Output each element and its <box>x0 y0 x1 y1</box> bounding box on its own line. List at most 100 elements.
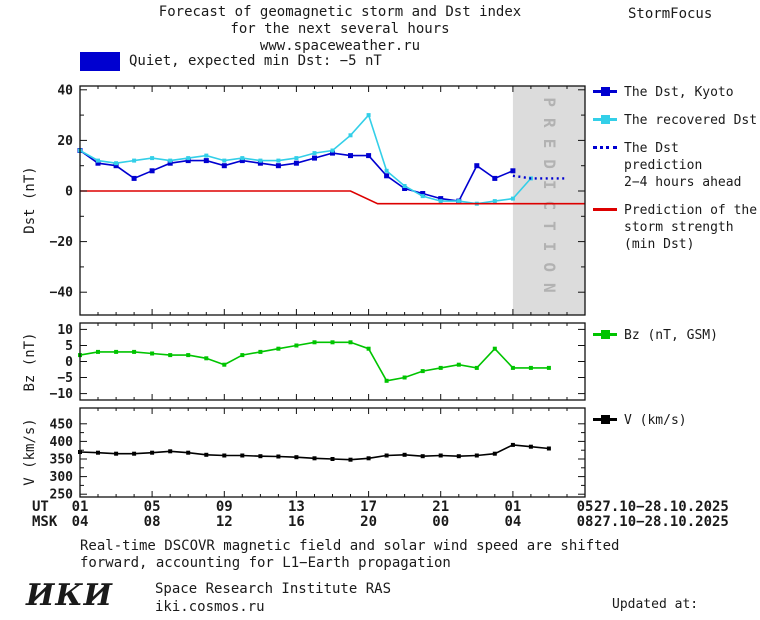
series-marker-v-km-s <box>456 454 461 459</box>
series-marker-the-recovered-dst <box>294 156 299 161</box>
legend-label: Prediction of the storm strength (min Dst) <box>624 203 758 252</box>
x-tick-label-msk: 20 <box>360 514 377 530</box>
series-marker-the-dst-kyoto <box>348 153 353 159</box>
y-tick-label: 5 <box>65 339 73 354</box>
legend-entry: Bz (nT, GSM) <box>593 327 759 344</box>
series-marker-the-recovered-dst <box>492 199 497 204</box>
x-tick-label-ut: 01 <box>504 499 521 515</box>
series-marker-v-km-s <box>384 453 389 458</box>
legend-marker-square-line <box>593 412 617 427</box>
x-tick-label-msk: 04 <box>72 514 89 530</box>
series-marker-the-recovered-dst <box>114 161 119 166</box>
series-marker-the-dst-kyoto <box>275 163 281 169</box>
series-marker-the-dst-kyoto <box>149 168 155 174</box>
y-tick-label: −20 <box>50 235 74 250</box>
series-marker-the-dst-kyoto <box>420 191 426 196</box>
series-marker-the-recovered-dst <box>96 158 100 163</box>
series-marker-the-recovered-dst <box>510 196 515 201</box>
y-tick-label: 400 <box>50 435 74 450</box>
series-marker-the-dst-kyoto <box>402 186 408 191</box>
series-marker-the-dst-kyoto <box>366 153 372 159</box>
series-marker-v-km-s <box>312 456 317 461</box>
series-marker-bz-nt-gsm <box>474 365 479 370</box>
y-tick-label: 250 <box>50 488 74 503</box>
series-marker-the-recovered-dst <box>186 156 191 161</box>
y-tick-label: 0 <box>65 355 73 370</box>
series-marker-v-km-s <box>168 449 173 454</box>
series-marker-the-recovered-dst <box>420 194 425 199</box>
series-marker-the-dst-kyoto <box>384 173 390 179</box>
series-marker-the-recovered-dst <box>276 158 281 163</box>
legend-entry: The recovered Dst <box>593 112 759 129</box>
series-marker-v-km-s <box>510 442 515 447</box>
series-marker-the-dst-kyoto <box>239 158 245 164</box>
legend-label: Bz (nT, GSM) <box>624 328 718 343</box>
updated-block: Updated at: UT 01:05, 28.10.2025 MSK 04:… <box>598 565 760 620</box>
series-marker-the-recovered-dst <box>366 113 371 118</box>
series-marker-v-km-s <box>420 454 425 459</box>
iki-logo: ИКИ <box>26 578 113 613</box>
series-marker-the-dst-kyoto <box>492 175 498 181</box>
series-marker-bz-nt-gsm <box>402 375 407 380</box>
series-marker-bz-nt-gsm <box>456 362 461 367</box>
series-marker-the-recovered-dst <box>240 156 245 161</box>
legend-marker-dotted <box>593 140 617 155</box>
panel-frame <box>79 85 586 316</box>
series-marker-v-km-s <box>294 455 299 460</box>
storm-status-indicator: Quiet, expected min Dst: −5 nT <box>80 51 382 71</box>
x-tick-label-ut: 13 <box>288 499 305 515</box>
series-marker-the-recovered-dst <box>222 158 227 163</box>
bz-legend: Bz (nT, GSM) <box>593 327 759 355</box>
footnote-line-2: forward, accounting for L1−Earth propaga… <box>80 555 451 571</box>
series-marker-bz-nt-gsm <box>240 353 245 358</box>
series-marker-the-dst-kyoto <box>510 168 516 174</box>
series-marker-bz-nt-gsm <box>168 353 173 358</box>
institute-name: Space Research Institute RAS <box>155 581 392 597</box>
series-marker-v-km-s <box>96 450 100 455</box>
series-marker-v-km-s <box>276 454 281 459</box>
panel-frame <box>79 322 586 401</box>
y-tick-label: −10 <box>50 387 74 402</box>
series-marker-bz-nt-gsm <box>294 343 299 348</box>
series-marker-the-recovered-dst <box>168 158 173 163</box>
series-marker-bz-nt-gsm <box>348 340 353 345</box>
y-tick-label: 300 <box>50 470 74 485</box>
series-marker-v-km-s <box>258 454 263 459</box>
series-marker-bz-nt-gsm <box>492 346 497 351</box>
series-marker-the-recovered-dst <box>150 156 155 161</box>
legend-entry: The Dst, Kyoto <box>593 84 759 101</box>
title-line-1: Forecast of geomagnetic storm and Dst in… <box>158 4 522 20</box>
series-marker-the-dst-kyoto <box>293 160 299 166</box>
y-tick-label: 450 <box>50 417 74 432</box>
ut-date-range: 27.10−28.10.2025 <box>594 499 729 515</box>
x-tick-label-msk: 00 <box>432 514 449 530</box>
series-marker-the-dst-kyoto <box>257 160 263 166</box>
series-marker-the-dst-kyoto <box>113 163 119 169</box>
legend-label: The recovered Dst <box>624 113 758 128</box>
series-marker-bz-nt-gsm <box>96 349 100 354</box>
series-marker-the-dst-kyoto <box>203 158 209 164</box>
series-marker-bz-nt-gsm <box>186 353 191 358</box>
series-marker-the-dst-kyoto <box>330 150 335 156</box>
series-marker-bz-nt-gsm <box>546 365 551 370</box>
x-tick-label-msk: 16 <box>288 514 305 530</box>
chart-title-block: Forecast of geomagnetic storm and Dst in… <box>75 4 605 55</box>
series-marker-v-km-s <box>474 453 479 458</box>
series-marker-the-dst-kyoto <box>131 175 137 181</box>
series-marker-the-recovered-dst <box>384 168 389 173</box>
y-tick-label: −40 <box>50 286 74 301</box>
y-tick-label: 10 <box>57 323 73 338</box>
footnote: Real-time DSCOVR magnetic field and sola… <box>80 538 619 572</box>
series-marker-bz-nt-gsm <box>510 365 515 370</box>
series-marker-bz-nt-gsm <box>222 362 227 367</box>
v-legend: V (km/s) <box>593 412 759 440</box>
series-marker-v-km-s <box>186 450 191 455</box>
site-url: www.spaceweather.ru <box>259 38 421 54</box>
series-marker-the-recovered-dst <box>438 199 443 204</box>
series-marker-the-recovered-dst <box>348 133 353 138</box>
series-marker-the-dst-kyoto <box>95 160 101 166</box>
series-marker-bz-nt-gsm <box>258 349 263 354</box>
series-marker-the-dst-kyoto <box>312 155 317 161</box>
series-marker-v-km-s <box>222 453 227 458</box>
